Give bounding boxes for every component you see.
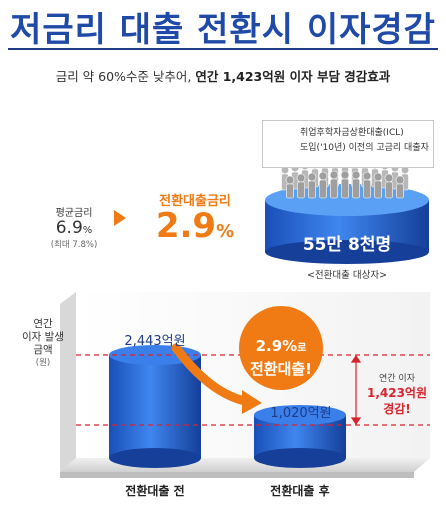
legend-box	[262, 120, 434, 168]
bars-layer	[109, 345, 346, 468]
average-rate-value: 6.9%	[42, 218, 106, 238]
average-rate-number: 6.9	[55, 218, 83, 238]
average-rate-label: 평균금리	[55, 208, 93, 219]
difference-arrow-icon	[350, 354, 362, 426]
transition-arrow-icon	[171, 343, 262, 414]
converted-rate-label: 전환대출금리	[159, 194, 231, 209]
callout-rate: 2.9%	[255, 337, 298, 355]
average-rate-unit: %	[82, 225, 93, 236]
callout-badge	[239, 306, 323, 390]
page-subtitle: 금리 약 60%수준 낮추어, 연간 1,423억원 이자 부담 경감효과	[0, 66, 446, 85]
difference-label-bottom: 경감!	[383, 402, 411, 416]
category-label-before: 전환대출 전	[125, 484, 185, 498]
title-divider	[8, 48, 438, 50]
y-axis-unit: (원)	[35, 358, 51, 368]
callout-text: 2.9%로 전환대출!	[236, 336, 326, 379]
difference-label-value: 1,423억원	[366, 386, 428, 400]
target-group-caption: <전환대출 대상자>	[306, 270, 388, 281]
legend-line-2: 도입('10년) 이전의 고금리 대출자	[300, 143, 429, 153]
category-label-after: 전환대출 후	[270, 484, 330, 498]
callout-action: 전환대출!	[249, 360, 313, 378]
converted-rate-number: 2.9	[155, 206, 217, 246]
target-group-count: 55만 8천명	[302, 235, 392, 255]
y-axis-label-line-3: 금액	[33, 344, 53, 356]
average-rate-note: (최대 7.8%)	[50, 240, 98, 250]
bar-value-label-after: 1,020억원	[270, 406, 332, 421]
bar-after	[254, 404, 346, 468]
y-axis-label: 연간 이자 발생 금액 (원)	[10, 318, 76, 370]
bar-before	[109, 345, 201, 468]
y-axis-label-line-1: 연간	[33, 318, 53, 330]
legend-text: 취업후학자금상환대출(ICL) 도입('10년) 이전의 고금리 대출자	[300, 126, 435, 156]
subtitle-prefix: 금리 약 60%수준 낮추어,	[55, 69, 196, 84]
callout-suffix: 로	[297, 343, 307, 354]
page-title: 저금리 대출 전환시 이자경감	[10, 10, 436, 50]
y-axis-label-line-2: 이자 발생	[22, 331, 64, 343]
rate-arrow-icon	[114, 210, 126, 226]
legend-line-1: 취업후학자금상환대출(ICL)	[300, 128, 404, 138]
bar-value-label-before: 2,443억원	[124, 334, 186, 349]
converted-rate-value: 2.9%	[140, 206, 250, 246]
converted-rate-unit: %	[216, 221, 235, 242]
difference-label-top: 연간 이자	[379, 374, 415, 384]
subtitle-highlight: 연간 1,423억원 이자 부담 경감효과	[195, 69, 391, 84]
difference-label: 연간 이자 1,423억원 경감!	[352, 372, 442, 418]
